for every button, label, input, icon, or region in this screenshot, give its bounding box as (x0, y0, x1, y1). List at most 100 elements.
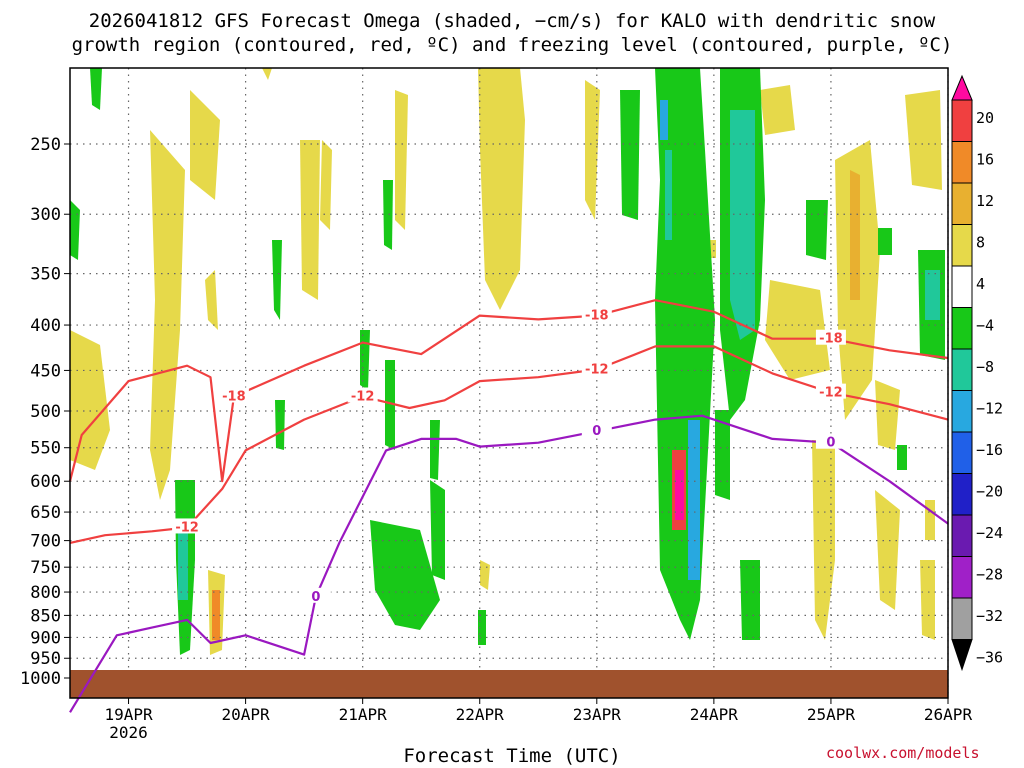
contour-freezing-level-label: 0 (592, 424, 601, 439)
x-tick-label: 23APR (573, 705, 622, 724)
omega-magenta-patch (675, 470, 684, 520)
omega-yellow-patch (905, 90, 942, 190)
colorbar-label: −28 (976, 566, 1003, 584)
x-tick-label: 22APR (456, 705, 505, 724)
contour-dgz-minus18 (68, 299, 949, 483)
colorbar-bin (951, 556, 973, 599)
omega-green-patch (715, 410, 730, 500)
omega-green-patch (478, 610, 486, 645)
y-tick-label: 250 (30, 135, 61, 155)
omega-yellow-patch (875, 490, 900, 610)
omega-green-patch (430, 420, 440, 480)
y-tick-label: 450 (30, 361, 61, 381)
contour-freezing-level-label: 0 (826, 436, 835, 451)
x-year-label: 2026 (109, 723, 148, 742)
contour-dgz-minus18-label: -18 (222, 389, 246, 404)
x-tick-label: 21APR (339, 705, 388, 724)
contour-dgz-minus12-label: -12 (351, 389, 375, 404)
contour-dgz-minus12-label-bg (815, 383, 846, 399)
omega-green-patch (897, 445, 907, 470)
x-tick-label: 26APR (924, 705, 973, 724)
colorbar-label: −16 (976, 441, 1003, 459)
omega-teal-patch (925, 270, 940, 320)
pressure-axis: 2503003504004505005506006507007508008509… (20, 135, 70, 689)
x-tick-label: 20APR (222, 705, 271, 724)
colorbar-bin (951, 141, 973, 184)
omega-orange-patch (850, 170, 860, 300)
contour-dgz-minus12-label: -12 (819, 386, 843, 401)
y-tick-label: 900 (30, 628, 61, 648)
x-axis-label: Forecast Time (UTC) (403, 745, 621, 767)
contour-freezing-level-label-bg (815, 433, 846, 449)
omega-yellow-patch (320, 140, 332, 230)
omega-yellow-patch (765, 280, 830, 380)
plot-frame (69, 67, 949, 699)
colorbar-bin (951, 224, 973, 267)
colorbar-bin (951, 597, 973, 640)
contour-dgz-minus12-label-bg (347, 387, 378, 403)
ground-surface (70, 670, 948, 698)
y-tick-label: 400 (30, 316, 61, 336)
omega-green-patch (385, 360, 395, 450)
contour-dgz-minus12-label: -12 (585, 363, 609, 378)
omega-green-patch (360, 330, 370, 390)
colorbar-label: 12 (976, 192, 994, 210)
y-tick-label: 650 (30, 503, 61, 523)
y-tick-label: 800 (30, 583, 61, 603)
omega-green-patch (620, 90, 640, 220)
colorbar-label: −32 (976, 607, 1003, 625)
omega-green-patch (90, 68, 102, 110)
y-tick-label: 350 (30, 265, 61, 285)
y-tick-label: 1000 (20, 669, 61, 689)
y-tick-label: 750 (30, 558, 61, 578)
x-tick-label: 25APR (807, 705, 856, 724)
y-tick-label: 850 (30, 606, 61, 626)
y-tick-label: 300 (30, 205, 61, 225)
colorbar-label: −8 (976, 358, 994, 376)
colorbar-bin (951, 265, 973, 308)
omega-green-patch (655, 68, 715, 640)
colorbar-label: −4 (976, 317, 994, 335)
contour-freezing-level-label-bg (581, 422, 612, 438)
time-axis: 19APR 20APR 21APR 22APR 23APR 24APR 25APR 26APR… (104, 698, 972, 742)
omega-yellow-patch (262, 68, 272, 80)
omega-green-patch (430, 480, 445, 580)
omega-green-patch (275, 400, 285, 450)
omega-yellow-patch (812, 440, 835, 640)
contour-dgz-minus12-label-bg (172, 518, 203, 534)
contour-dgz-minus12-label: -12 (175, 520, 199, 535)
contour-dgz-minus12-label-bg (581, 360, 612, 376)
y-tick-label: 700 (30, 532, 61, 552)
omega-green-patch (383, 180, 393, 250)
omega-blue-patch (660, 100, 668, 140)
contour-dgz-minus18-label: -18 (585, 309, 609, 324)
y-tick-label: 950 (30, 649, 61, 669)
colorbar-bin (951, 431, 973, 474)
omega-yellow-patch (395, 90, 408, 230)
omega-yellow-patch (875, 380, 900, 450)
x-tick-label: 19APR (104, 705, 153, 724)
omega-green-patch (70, 200, 80, 260)
contour-dgz-minus18-label-bg (218, 387, 249, 403)
colorbar-label: 20 (976, 109, 994, 127)
omega-yellow-patch (300, 140, 320, 300)
contour-freezing-level-label: 0 (311, 590, 320, 605)
contour-dgz-minus18-label-bg (815, 329, 846, 345)
colorbar-bin (951, 99, 973, 142)
colorbar-label: −12 (976, 400, 1003, 418)
contours: -18 -18 -18 -12 -12 -12 -12 0 0 0 (68, 299, 949, 713)
x-tick-label: 24APR (690, 705, 739, 724)
colorbar-label: 16 (976, 151, 994, 169)
colorbar-bin (951, 182, 973, 225)
omega-yellow-patch (70, 330, 110, 470)
contour-dgz-minus18-label-bg (581, 306, 612, 322)
omega-green-patch (370, 520, 440, 630)
omega-yellow-patch (760, 85, 795, 135)
omega-green-patch (740, 560, 760, 640)
colorbar-label: −24 (976, 524, 1003, 542)
omega-yellow-patch (478, 68, 525, 310)
omega-teal-patch (665, 150, 672, 240)
contour-freezing-level-label-bg (300, 587, 331, 603)
colorbar-bottom-arrow (951, 639, 973, 672)
